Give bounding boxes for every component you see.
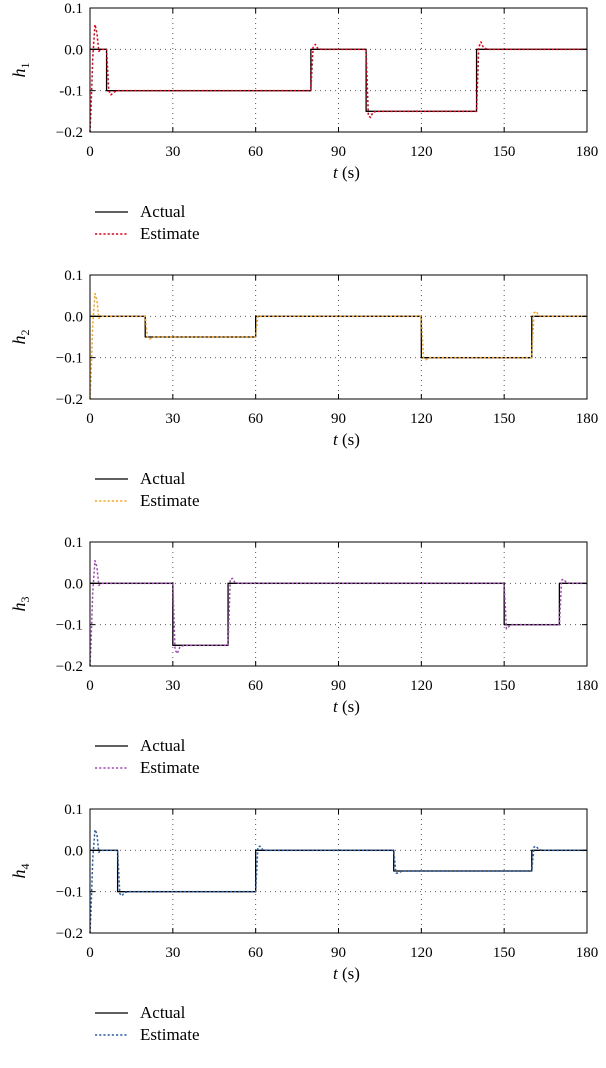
x-axis-unit: (s) — [338, 163, 360, 182]
series-actual-line — [90, 849, 587, 893]
x-axis-var: t — [333, 163, 339, 182]
x-tick-label: 30 — [165, 945, 180, 961]
legend-estimate-label: Estimate — [140, 758, 199, 777]
x-tick-label: 90 — [331, 945, 346, 961]
y-axis-symbol: h — [9, 336, 29, 345]
x-tick-label: 120 — [410, 678, 433, 694]
x-axis-label: t (s) — [333, 163, 360, 182]
x-axis-unit: (s) — [338, 430, 360, 449]
legend-actual-label: Actual — [140, 1003, 186, 1022]
x-tick-label: 180 — [576, 678, 599, 694]
y-tick-label: −0.2 — [56, 125, 83, 141]
y-tick-label: 0.1 — [64, 535, 83, 551]
x-tick-label: 30 — [165, 678, 180, 694]
y-axis-label: h1 — [9, 63, 32, 78]
x-tick-label: 150 — [493, 144, 516, 160]
y-axis-symbol: h — [9, 603, 29, 612]
y-tick-label: 0.0 — [64, 576, 83, 592]
series-estimate-line — [89, 23, 587, 133]
y-tick-label: −0.1 — [56, 885, 83, 901]
y-axis-label: h4 — [9, 864, 32, 879]
legend-actual-label: Actual — [140, 469, 186, 488]
x-tick-label: 0 — [86, 144, 94, 160]
y-tick-label: 0.1 — [64, 1, 83, 17]
legend: Actual Estimate — [95, 202, 199, 243]
series-estimate-line — [89, 828, 587, 934]
y-tick-label: 0.1 — [64, 268, 83, 284]
subplot-h3: 0 30 60 90 120 150 180 0.1 0.0 −0.1 −0.2 h3 t (s) Act… — [9, 535, 598, 777]
x-axis-unit: (s) — [338, 964, 360, 983]
x-tick-label: 150 — [493, 945, 516, 961]
x-axis-var: t — [333, 964, 339, 983]
x-tick-label: 180 — [576, 144, 599, 160]
y-tick-label: -0.1 — [59, 84, 83, 100]
legend-estimate-label: Estimate — [140, 491, 199, 510]
y-axis-subscript: 2 — [18, 330, 32, 336]
y-tick-label: −0.2 — [56, 926, 83, 942]
y-tick-label: −0.1 — [56, 351, 83, 367]
x-axis-label: t (s) — [333, 964, 360, 983]
series-estimate-line — [89, 292, 587, 400]
legend: Actual Estimate — [95, 469, 199, 510]
legend-actual-label: Actual — [140, 736, 186, 755]
x-tick-label: 0 — [86, 945, 94, 961]
x-tick-label: 30 — [165, 144, 180, 160]
x-tick-label: 0 — [86, 678, 94, 694]
y-tick-label: 0.0 — [64, 843, 83, 859]
series-actual-line — [90, 315, 587, 359]
y-tick-label: 0.1 — [64, 802, 83, 818]
y-tick-label: 0.0 — [64, 309, 83, 325]
x-tick-label: 180 — [576, 411, 599, 427]
y-axis-subscript: 4 — [18, 864, 32, 870]
legend-actual-label: Actual — [140, 202, 186, 221]
legend: Actual Estimate — [95, 736, 199, 777]
subplot-h2: 0 30 60 90 120 150 180 0.1 0.0 −0.1 −0.2 h2 t (s) Act… — [9, 268, 598, 510]
x-axis-label: t (s) — [333, 697, 360, 716]
x-axis-label: t (s) — [333, 430, 360, 449]
x-axis-unit: (s) — [338, 697, 360, 716]
x-axis-var: t — [333, 430, 339, 449]
x-tick-label: 120 — [410, 411, 433, 427]
y-axis-symbol: h — [9, 870, 29, 879]
x-tick-label: 150 — [493, 678, 516, 694]
y-tick-label: 0.0 — [64, 42, 83, 58]
subplot-h4: 0 30 60 90 120 150 180 0.1 0.0 −0.1 −0.2 h4 t (s) Act… — [9, 802, 598, 1044]
x-tick-label: 60 — [248, 945, 263, 961]
subplot-h1: 0 30 60 90 120 150 180 0.1 0.0 -0.1 −0.2 h1 t (s) Act… — [9, 1, 598, 243]
y-tick-label: −0.2 — [56, 392, 83, 408]
x-tick-label: 120 — [410, 144, 433, 160]
y-axis-symbol: h — [9, 69, 29, 78]
x-tick-label: 60 — [248, 411, 263, 427]
y-tick-label: −0.1 — [56, 618, 83, 634]
x-tick-label: 90 — [331, 411, 346, 427]
x-tick-label: 30 — [165, 411, 180, 427]
series-estimate-line — [89, 559, 587, 667]
x-axis-var: t — [333, 697, 339, 716]
y-axis-subscript: 1 — [18, 63, 32, 69]
y-axis-label: h2 — [9, 330, 32, 345]
x-tick-label: 60 — [248, 144, 263, 160]
x-tick-label: 0 — [86, 411, 94, 427]
y-tick-label: −0.2 — [56, 659, 83, 675]
x-tick-label: 120 — [410, 945, 433, 961]
y-axis-label: h3 — [9, 597, 32, 612]
legend-estimate-label: Estimate — [140, 224, 199, 243]
legend: Actual Estimate — [95, 1003, 199, 1044]
series-actual-line — [90, 582, 587, 646]
x-tick-label: 90 — [331, 678, 346, 694]
x-tick-label: 60 — [248, 678, 263, 694]
x-tick-label: 150 — [493, 411, 516, 427]
x-tick-label: 180 — [576, 945, 599, 961]
legend-estimate-label: Estimate — [140, 1025, 199, 1044]
x-tick-label: 90 — [331, 144, 346, 160]
y-axis-subscript: 3 — [18, 597, 32, 603]
